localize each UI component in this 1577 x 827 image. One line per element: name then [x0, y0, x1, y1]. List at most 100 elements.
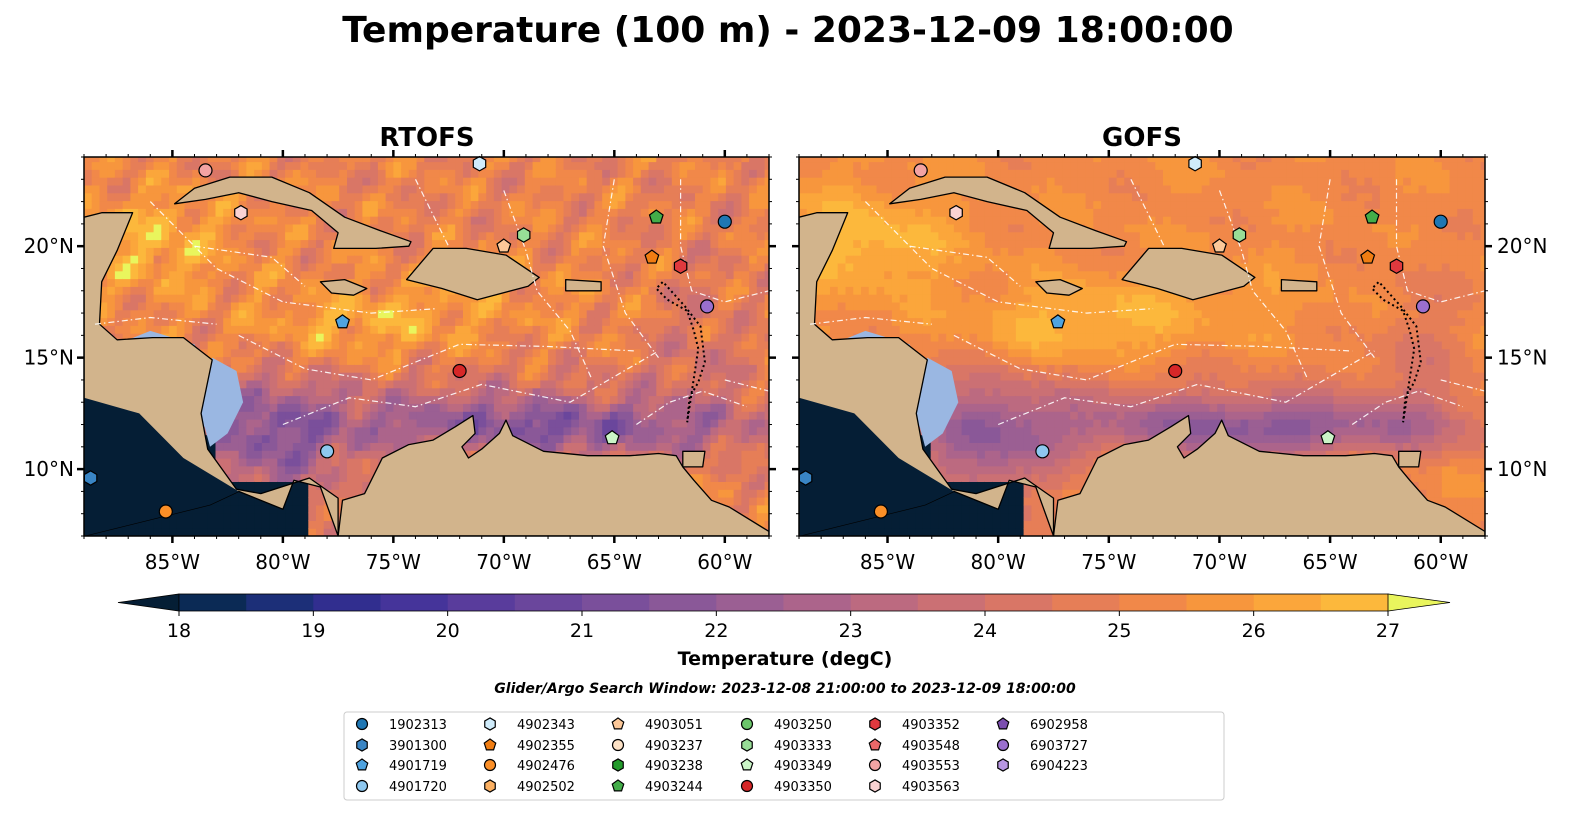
- temperature-cell: [594, 333, 603, 342]
- temperature-cell: [176, 301, 186, 311]
- temperature-cell: [579, 177, 588, 186]
- temperature-cell: [261, 278, 271, 287]
- temperature-cell: [377, 309, 387, 319]
- temperature-cell: [114, 278, 124, 287]
- temperature-cell: [617, 247, 626, 256]
- temperature-cell: [741, 481, 750, 490]
- temperature-cell: [640, 309, 650, 319]
- temperature-cell: [385, 184, 394, 194]
- temperature-cell: [845, 216, 854, 225]
- observation-markers-rtofs: [83, 155, 732, 519]
- temperature-cell: [463, 356, 472, 365]
- temperature-cell: [671, 411, 681, 420]
- temperature-cell: [223, 270, 232, 280]
- temperature-cell: [725, 465, 735, 475]
- temperature-cell: [517, 286, 526, 295]
- temperature-cell: [756, 231, 766, 241]
- temperature-cell: [555, 294, 565, 303]
- temperature-cell: [679, 340, 688, 350]
- temperature-cell: [122, 184, 131, 194]
- temperature-cell: [718, 379, 727, 389]
- temperature-cell: [609, 169, 619, 178]
- temperature-cell: [223, 239, 232, 248]
- temperature-cell: [439, 426, 449, 436]
- temperature-cell: [741, 473, 750, 482]
- temperature-cell: [470, 379, 479, 389]
- temperature-cell: [764, 395, 769, 404]
- temperature-cell: [246, 450, 255, 459]
- temperature-cell: [486, 208, 495, 217]
- temperature-cell: [702, 169, 711, 178]
- temperature-cell: [323, 239, 332, 248]
- temperature-cell: [339, 481, 348, 490]
- temperature-cell: [470, 239, 479, 248]
- temperature-cell: [718, 442, 727, 451]
- temperature-cell: [122, 278, 131, 287]
- temperature-cell: [625, 286, 634, 295]
- landmass: [337, 414, 769, 536]
- temperature-cell: [354, 356, 363, 365]
- temperature-cell: [625, 177, 634, 186]
- temperature-cell: [837, 528, 846, 536]
- temperature-cell: [161, 216, 170, 225]
- temperature-cell: [192, 231, 201, 241]
- temperature-cell: [254, 512, 263, 521]
- temperature-cell: [401, 356, 410, 365]
- temperature-cell: [702, 465, 711, 475]
- temperature-cell: [664, 294, 673, 303]
- temperature-cell: [524, 200, 534, 209]
- temperature-cell: [493, 309, 503, 319]
- temperature-cell: [246, 403, 255, 412]
- temperature-cell: [586, 161, 595, 170]
- temperature-cell: [640, 387, 650, 397]
- temperature-cell: [169, 512, 178, 521]
- temperature-cell: [439, 177, 449, 186]
- temperature-cell: [695, 317, 704, 326]
- temperature-cell: [331, 309, 340, 319]
- temperature-cell: [625, 301, 634, 311]
- temperature-cell: [540, 270, 549, 280]
- temperature-cell: [393, 411, 402, 420]
- temperature-cell: [764, 520, 769, 529]
- temperature-cell: [725, 278, 735, 287]
- temperature-cell: [749, 255, 758, 264]
- temperature-cell: [370, 278, 379, 287]
- temperature-cell: [702, 208, 711, 217]
- temperature-cell: [370, 356, 379, 365]
- temperature-cell: [741, 333, 750, 342]
- temperature-cell: [625, 411, 634, 420]
- temperature-cell: [579, 270, 588, 280]
- temperature-cell: [292, 270, 302, 280]
- temperature-cell: [555, 223, 565, 233]
- temperature-cell: [377, 317, 387, 326]
- temperature-cell: [200, 504, 209, 514]
- temperature-cell: [656, 157, 665, 163]
- temperature-cell: [594, 223, 603, 233]
- temperature-cell: [486, 169, 495, 178]
- temperature-cell: [749, 223, 758, 233]
- temperature-cell: [470, 411, 479, 420]
- temperature-cell: [393, 294, 402, 303]
- temperature-cell: [408, 333, 418, 342]
- temperature-cell: [432, 379, 441, 389]
- temperature-cell: [269, 286, 278, 295]
- temperature-cell: [602, 208, 611, 217]
- temperature-cell: [308, 512, 317, 521]
- temperature-cell: [323, 528, 332, 536]
- temperature-cell: [733, 504, 742, 514]
- temperature-cell: [470, 348, 479, 358]
- temperature-cell: [385, 442, 394, 451]
- temperature-cell: [316, 504, 325, 514]
- temperature-cell: [710, 184, 719, 194]
- temperature-cell: [308, 364, 317, 373]
- temperature-cell: [308, 177, 317, 186]
- temperature-cell: [339, 340, 348, 350]
- temperature-cell: [176, 325, 186, 334]
- temperature-cell: [362, 325, 371, 334]
- temperature-cell: [114, 184, 124, 194]
- temperature-cell: [200, 200, 209, 209]
- temperature-cell: [501, 231, 510, 241]
- landmass: [682, 450, 706, 468]
- temperature-cell: [347, 157, 356, 163]
- temperature-cell: [230, 309, 240, 319]
